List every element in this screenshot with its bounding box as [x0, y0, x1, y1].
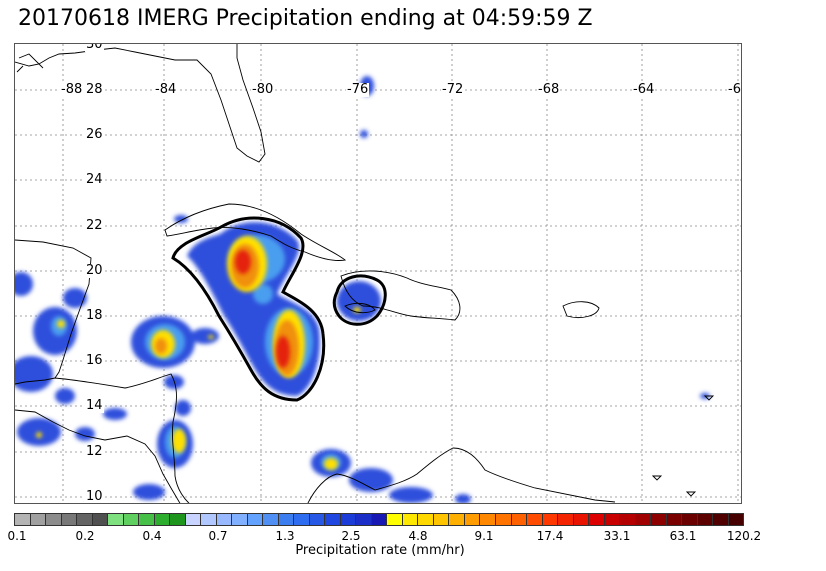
colorbar-swatch [123, 514, 140, 525]
colorbar-swatch [495, 514, 512, 525]
colorbar-swatch [542, 514, 559, 525]
colorbar-tick-0.7: 0.7 [208, 529, 228, 543]
colorbar-swatch [154, 514, 171, 525]
colorbar-swatch [371, 514, 388, 525]
colorbar-swatch [108, 514, 124, 525]
storm-contours [171, 216, 387, 402]
colorbar-swatch [356, 514, 372, 525]
colorbar-swatch [666, 514, 683, 525]
lon-label-84: -84 [154, 82, 178, 97]
lon-label-88: -88 [60, 82, 84, 97]
lat-label-24: 24 [85, 172, 104, 187]
colorbar-swatch [464, 514, 481, 525]
colorbar-swatch [387, 514, 403, 525]
lat-label-30: 30 [85, 44, 104, 52]
colorbar-tick-120.2: 120.2 [726, 529, 762, 543]
lon-label-64: -64 [632, 82, 656, 97]
lat-label-14: 14 [85, 398, 104, 413]
colorbar-swatch [433, 514, 450, 525]
colorbar-tick-9.1: 9.1 [474, 529, 494, 543]
colorbar-swatch [232, 514, 248, 525]
lon-label-72: -72 [441, 82, 465, 97]
colorbar-swatch [46, 514, 62, 525]
colorbar-swatch [263, 514, 279, 525]
lat-label-26: 26 [85, 127, 104, 142]
lat-label-28: 28 [85, 82, 104, 97]
colorbar-swatch [604, 514, 621, 525]
colorbar-tick-1.3: 1.3 [275, 529, 295, 543]
colorbar-swatch [558, 514, 574, 525]
colorbar-label: Precipitation rate (mm/hr) [295, 543, 465, 558]
lat-label-12: 12 [85, 444, 104, 459]
colorbar-swatch [30, 514, 47, 525]
colorbar-swatch [309, 514, 326, 525]
coastlines [15, 44, 715, 503]
lat-label-10: 10 [85, 489, 104, 504]
map-canvas [15, 44, 741, 503]
colorbar-swatch [480, 514, 496, 525]
lon-label-76: -76 [346, 82, 370, 97]
lat-label-18: 18 [85, 308, 104, 323]
precip-light [15, 76, 710, 503]
precipitation-map: 30 28 26 24 22 20 18 16 14 12 10 -88 -84… [14, 43, 742, 504]
colorbar-tick-17.4: 17.4 [536, 529, 564, 543]
colorbar-swatch [573, 514, 590, 525]
lat-gridlines [15, 89, 741, 498]
colorbar-swatch [340, 514, 357, 525]
colorbar-swatch [185, 514, 202, 525]
colorbar-tick-0.2: 0.2 [75, 529, 95, 543]
colorbar-tick-4.8: 4.8 [408, 529, 428, 543]
colorbar-swatch [77, 514, 93, 525]
colorbar-swatch [216, 514, 233, 525]
colorbar-swatch [713, 514, 729, 525]
colorbar-tick-0.1: 0.1 [7, 529, 27, 543]
colorbar-swatch [139, 514, 155, 525]
colorbar-swatch [527, 514, 543, 525]
lon-label-60: -60 [727, 83, 741, 97]
colorbar-swatch [651, 514, 667, 525]
lon-label-68: -68 [537, 82, 561, 97]
colorbar-swatch [418, 514, 434, 525]
colorbar-swatch [170, 514, 186, 525]
colorbar-tick-63.1: 63.1 [669, 529, 697, 543]
map-title: 20170618 IMERG Precipitation ending at 0… [18, 6, 593, 31]
colorbar-swatch [15, 514, 31, 525]
colorbar-swatch [92, 514, 109, 525]
colorbar-swatch [201, 514, 217, 525]
colorbar-swatch [589, 514, 605, 525]
lat-label-22: 22 [85, 218, 104, 233]
lat-label-20: 20 [85, 263, 104, 278]
colorbar-swatch [511, 514, 528, 525]
colorbar-swatch [697, 514, 714, 525]
colorbar-swatch [635, 514, 652, 525]
precip-intense [235, 250, 290, 368]
colorbar-tick-0.4: 0.4 [142, 529, 162, 543]
lon-label-80: -80 [251, 82, 275, 97]
colorbar-swatch [61, 514, 78, 525]
colorbar-swatch [449, 514, 465, 525]
colorbar-swatch [728, 514, 744, 525]
precip-colorbar [14, 513, 744, 526]
colorbar-tick-2.5: 2.5 [341, 529, 361, 543]
colorbar-swatch [682, 514, 698, 525]
colorbar-swatch [620, 514, 636, 525]
colorbar-swatch [294, 514, 310, 525]
lat-label-16: 16 [85, 353, 104, 368]
colorbar-tick-33.1: 33.1 [603, 529, 631, 543]
colorbar-swatch [402, 514, 419, 525]
colorbar-swatch [278, 514, 295, 525]
colorbar-swatch [325, 514, 341, 525]
colorbar-swatch [247, 514, 264, 525]
